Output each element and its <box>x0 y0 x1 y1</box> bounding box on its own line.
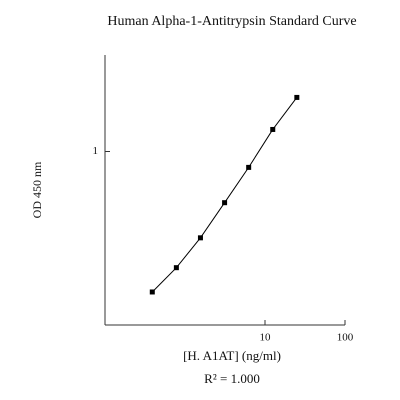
y-tick-label: 1 <box>93 145 99 157</box>
data-point <box>149 289 155 295</box>
data-point <box>246 164 252 170</box>
annotation: R² = 1.000 <box>204 371 260 386</box>
series-line <box>151 97 298 293</box>
x-tick-label: 10 <box>260 332 272 344</box>
chart-title: Human Alpha-1-Antitrypsin Standard Curve <box>107 14 356 29</box>
data-point <box>270 126 276 132</box>
data-point <box>197 235 203 241</box>
data-point <box>173 265 179 271</box>
x-axis-label: [H. A1AT] (ng/ml) <box>183 348 281 363</box>
x-tick-label: 100 <box>337 332 354 344</box>
data-point <box>222 200 228 206</box>
data-point <box>294 94 300 100</box>
y-axis-label: OD 450 nm <box>30 161 44 218</box>
